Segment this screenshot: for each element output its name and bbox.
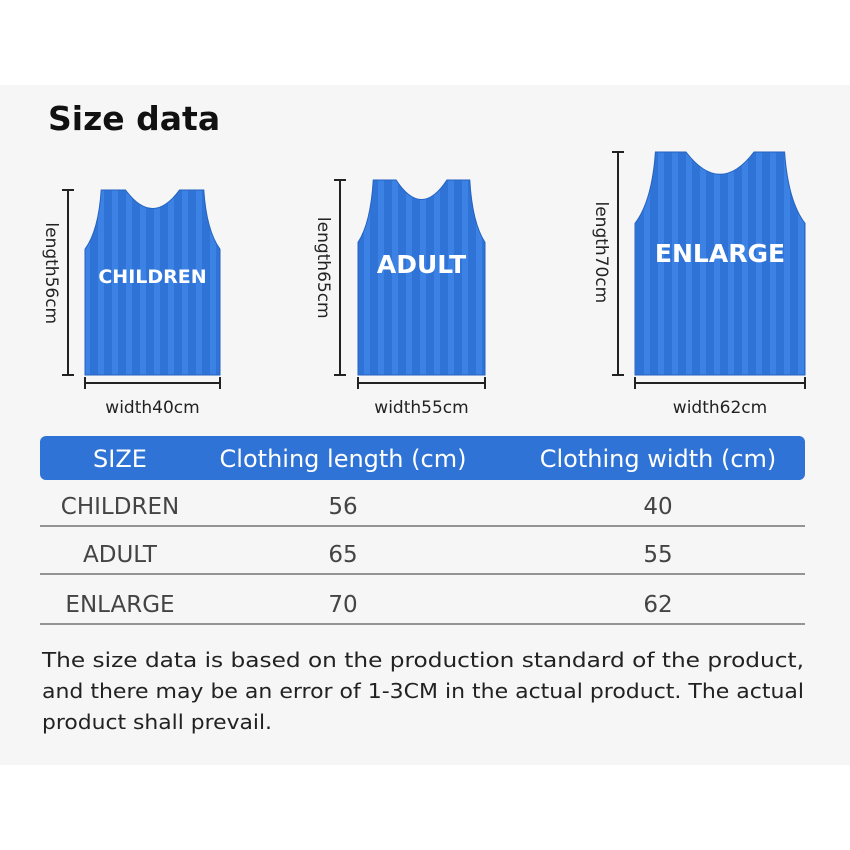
- vest-label: ENLARGE: [655, 239, 785, 268]
- width-label: width40cm: [105, 398, 199, 418]
- table-header-cell: Clothing length (cm): [220, 445, 467, 473]
- length-label: length70cm: [591, 201, 611, 303]
- table-cell: 70: [328, 592, 357, 618]
- table-cell: ENLARGE: [65, 592, 174, 618]
- vest: [357, 179, 486, 376]
- length-label: length56cm: [41, 222, 61, 324]
- table-cell: 62: [643, 592, 672, 618]
- vest: [634, 151, 806, 376]
- vest-label: CHILDREN: [98, 266, 206, 288]
- note-line: The size data is based on the production…: [41, 648, 804, 672]
- table-cell: CHILDREN: [61, 494, 179, 520]
- table-cell: 55: [643, 542, 672, 568]
- table-cell: ADULT: [83, 542, 158, 568]
- table-header-cell: SIZE: [93, 445, 147, 473]
- length-label: length65cm: [313, 217, 333, 319]
- table-cell: 40: [643, 494, 672, 520]
- table-cell: 56: [328, 494, 357, 520]
- table-header-bar: [40, 436, 805, 480]
- table-cell: 65: [328, 542, 357, 568]
- vest: [84, 189, 221, 376]
- width-label: width62cm: [673, 398, 767, 418]
- note-line: and there may be an error of 1-3CM in th…: [42, 679, 804, 703]
- vest-label: ADULT: [377, 250, 466, 279]
- table-header-cell: Clothing width (cm): [540, 445, 777, 473]
- title: Size data: [48, 99, 220, 138]
- note-line: product shall prevail.: [42, 710, 272, 734]
- width-label: width55cm: [374, 398, 468, 418]
